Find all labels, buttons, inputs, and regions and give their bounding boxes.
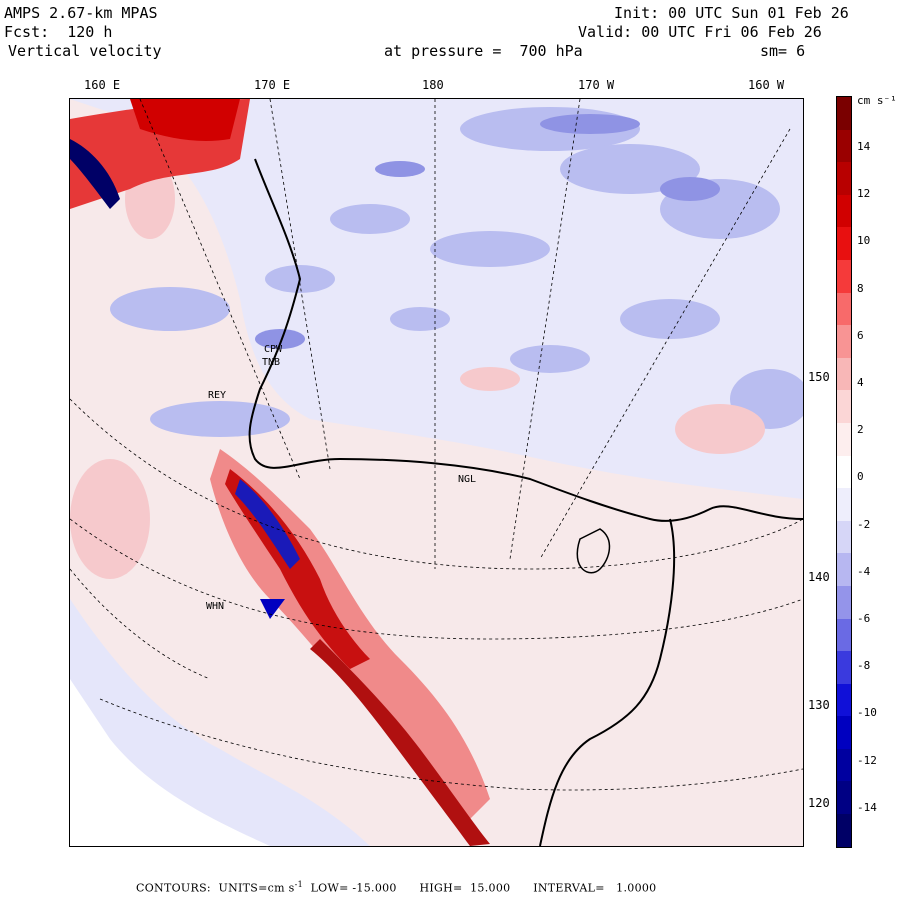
colorbar-segment	[837, 455, 851, 489]
colorbar-tick-label: 0	[857, 470, 864, 484]
colorbar-tick-label: -2	[857, 517, 871, 531]
contour-units-exponent: -1	[294, 880, 303, 889]
lon-label-170w: 170 W	[578, 78, 615, 92]
station-rey: REY	[208, 390, 227, 401]
colorbar-tick-label: -8	[857, 659, 871, 673]
lon-label-170e: 170 E	[254, 78, 291, 92]
colorbar-segment	[837, 227, 851, 260]
colorbar-tick-label: -4	[857, 564, 871, 578]
contour-range: LOW= -15.000 HIGH= 15.000 INTERVAL= 1.00…	[302, 881, 657, 895]
colorbar-segment	[837, 618, 851, 652]
colorbar-segment	[837, 585, 851, 619]
colorbar-segment	[837, 422, 851, 456]
variable-name: Vertical velocity	[8, 42, 162, 60]
map-panel	[69, 98, 804, 847]
station-tnb: TNB	[262, 357, 281, 368]
contour-info: CONTOURS: UNITS=cm s-1 LOW= -15.000 HIGH…	[136, 880, 656, 895]
colorbar-segment	[837, 97, 851, 130]
lon-label-160w: 160 W	[748, 78, 785, 92]
lon-label-180: 180	[422, 78, 444, 92]
colorbar-segment	[837, 748, 851, 782]
station-cpw: CPW	[264, 344, 283, 355]
colorbar-tick-label: -6	[857, 612, 871, 625]
colorbar-tick-label: 8	[857, 281, 864, 295]
colorbar-segment	[837, 520, 851, 554]
colorbar-segment	[837, 390, 851, 423]
colorbar-segment	[837, 814, 851, 847]
contour-prefix: CONTOURS: UNITS=cm s	[136, 881, 295, 895]
colorbar-segment	[837, 683, 851, 717]
colorbar-segment	[837, 781, 851, 815]
colorbar-segment	[837, 162, 851, 195]
colorbar-segment	[837, 651, 851, 684]
valid-time: Valid: 00 UTC Fri 06 Feb 26	[578, 23, 822, 41]
colorbar-segment	[837, 129, 851, 163]
colorbar-segment	[837, 325, 851, 358]
colorbar-segment	[837, 716, 851, 749]
colorbar-tick-label: 6	[857, 328, 864, 342]
colorbar-tick-label: 10	[857, 234, 871, 248]
colorbar-segment	[837, 259, 851, 293]
colorbar-segment	[837, 488, 851, 521]
colorbar-segment	[837, 194, 851, 228]
colorbar-tick-label: -10	[857, 706, 877, 720]
colorbar	[836, 96, 852, 848]
colorbar-tick-label: 2	[857, 423, 864, 437]
station-ngl: NGL	[458, 474, 477, 485]
lon-label-160e: 160 E	[84, 78, 121, 92]
smoothing-value: sm= 6	[760, 42, 806, 60]
colorbar-units: cm s⁻¹	[857, 94, 897, 107]
station-whn: WHN	[206, 601, 225, 612]
colorbar-segment	[837, 553, 851, 586]
colorbar-tick-label: -12	[857, 753, 877, 767]
colorbar-tick-label: 14	[857, 140, 871, 153]
colorbar-tick-label: 12	[857, 187, 871, 201]
model-title: AMPS 2.67-km MPAS	[4, 4, 158, 22]
colorbar-tick-label: -14	[857, 800, 877, 814]
pressure-level: at pressure = 700 hPa	[384, 42, 583, 60]
colorbar-segment	[837, 292, 851, 326]
init-time: Init: 00 UTC Sun 01 Feb 26	[614, 4, 849, 22]
colorbar-tick-label: 4	[857, 376, 864, 389]
vertical-velocity-map	[70, 99, 803, 846]
colorbar-segment	[837, 357, 851, 391]
forecast-hour: Fcst: 120 h	[4, 23, 113, 41]
